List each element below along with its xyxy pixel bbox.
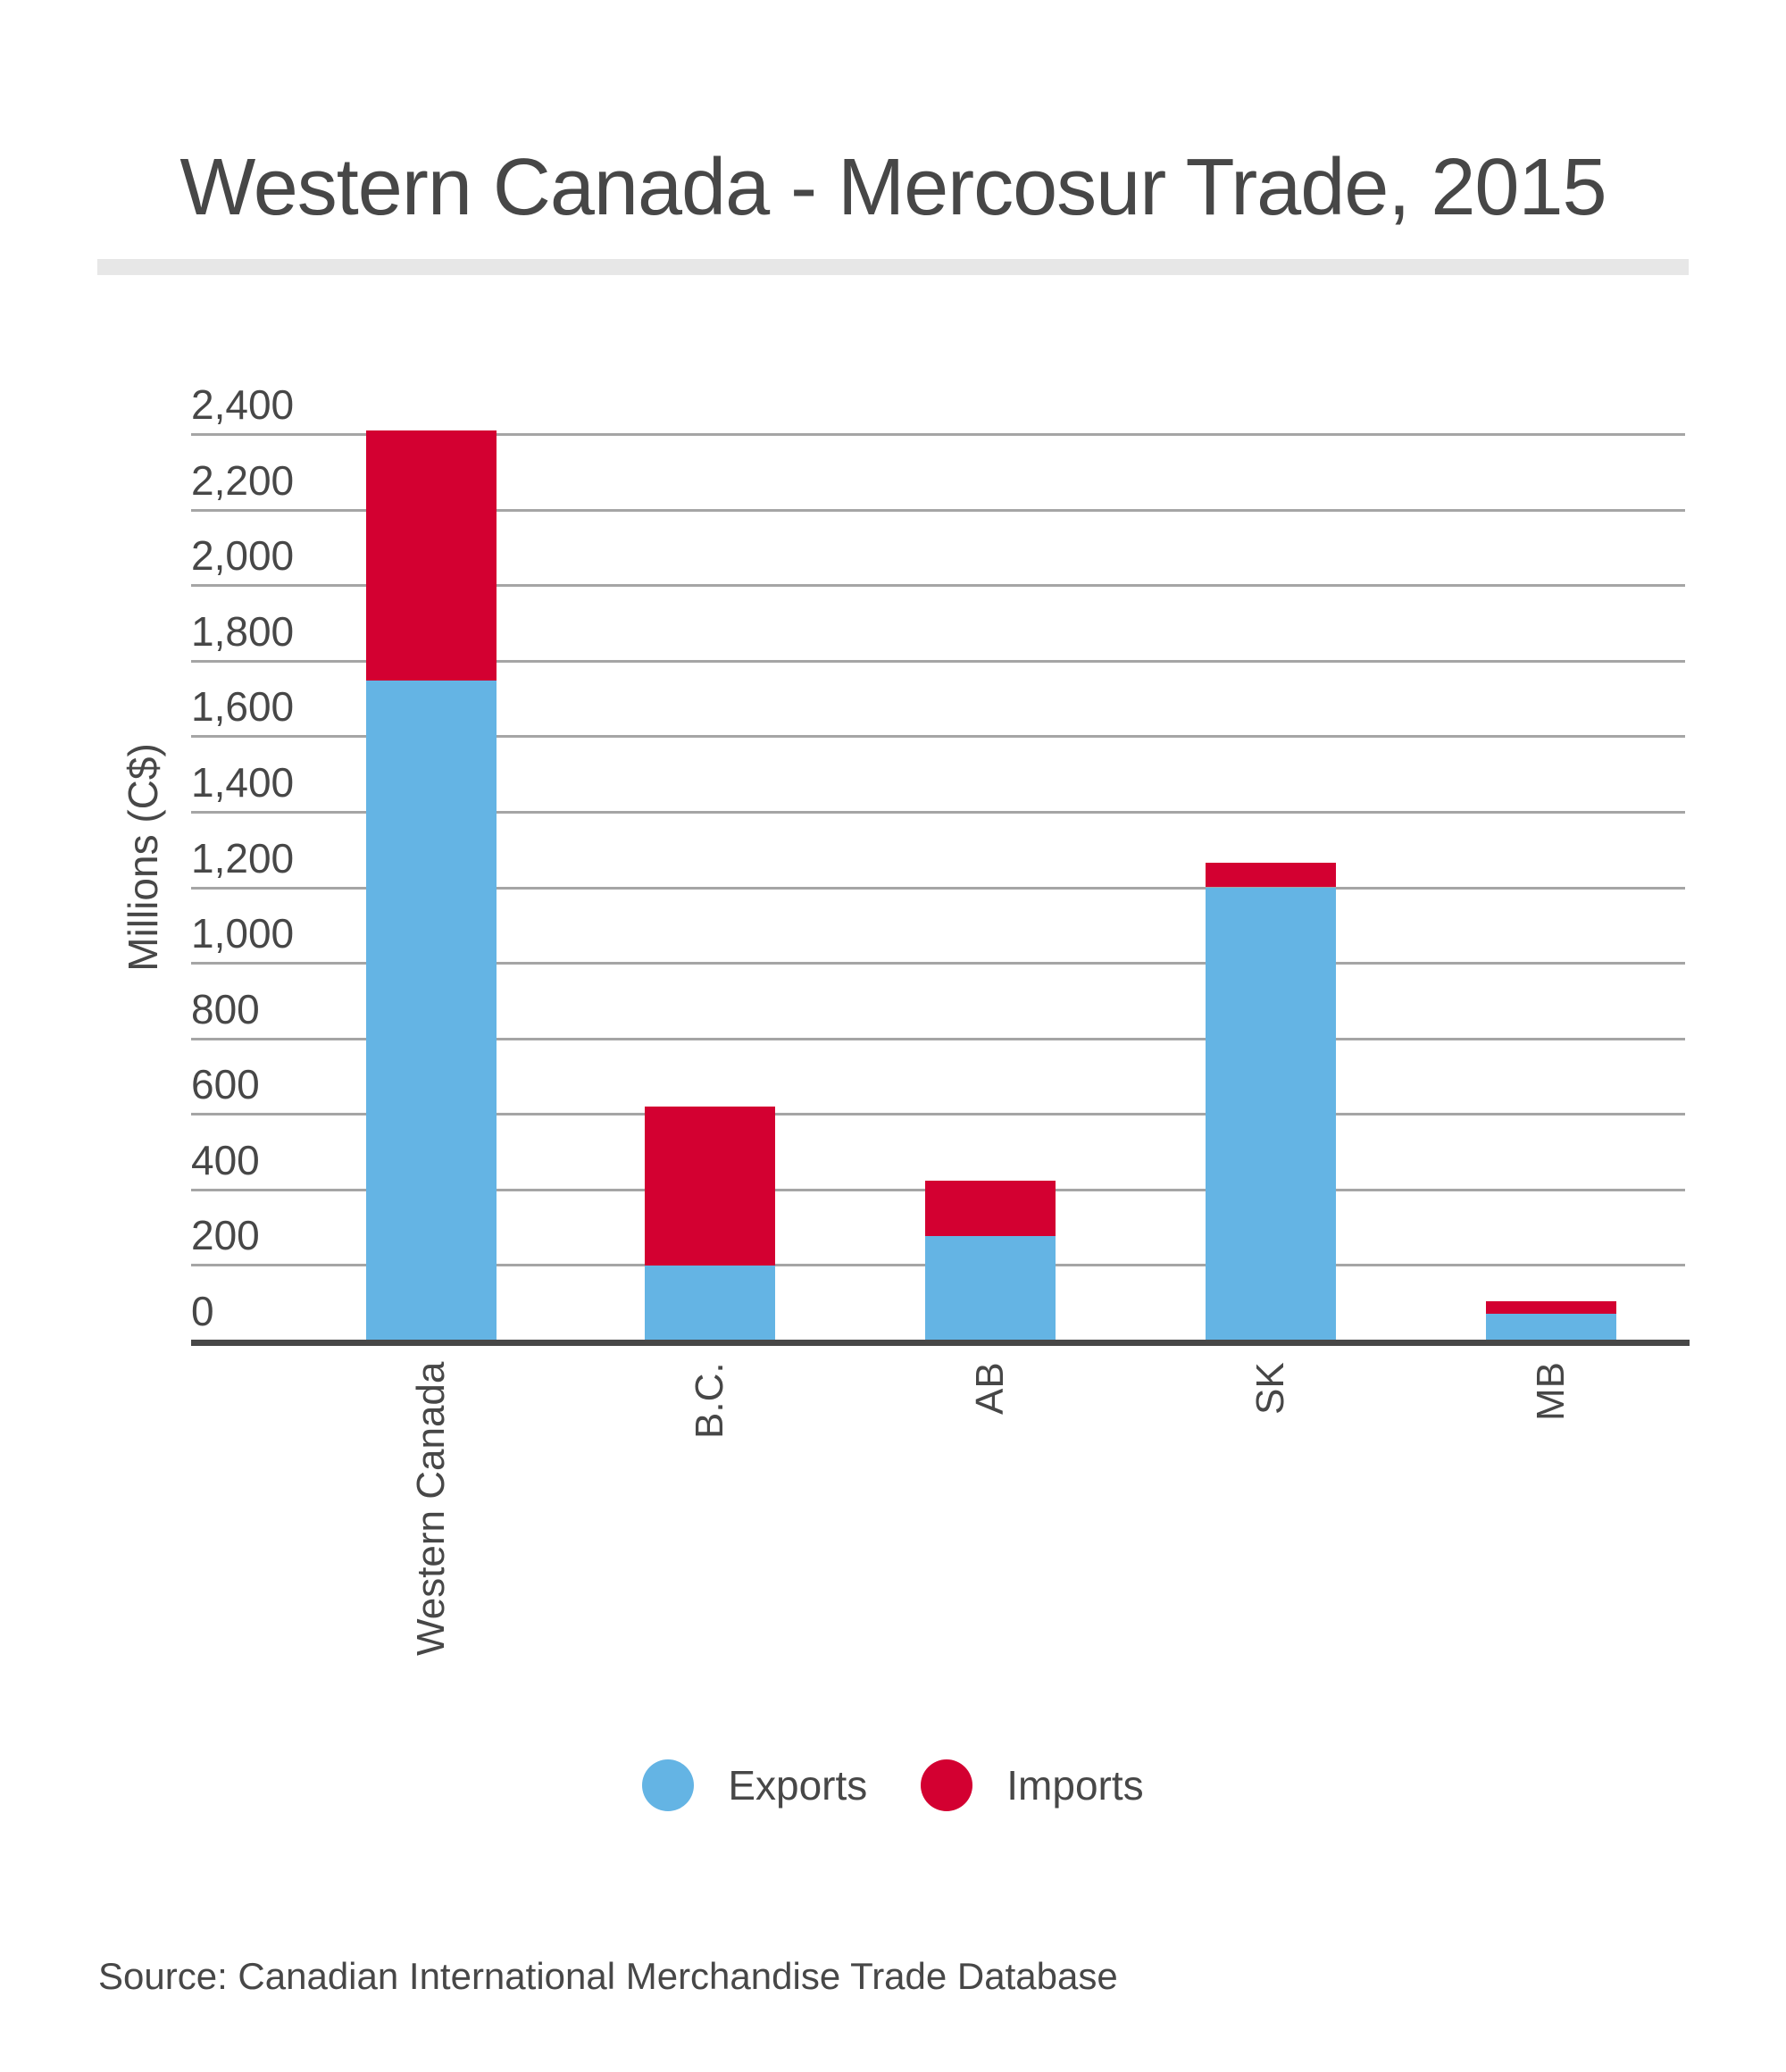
y-tick-label: 800 (191, 985, 260, 1032)
gridline (191, 810, 1685, 814)
chart-title: Western Canada - Mercosur Trade, 2015 (179, 143, 1607, 232)
gridline (191, 433, 1685, 436)
y-tick-label: 2,400 (191, 381, 295, 428)
gridline (191, 584, 1685, 588)
y-tick-label: 1,400 (191, 758, 295, 806)
legend-label-imports: Imports (1006, 1762, 1144, 1809)
bar-exports-ab (925, 1235, 1056, 1341)
legend-item-imports: Imports (921, 1759, 1144, 1811)
x-category-label: MB (1529, 1362, 1573, 1421)
y-tick-label: 1,600 (191, 683, 295, 731)
title-divider (97, 259, 1689, 275)
gridline (191, 1037, 1685, 1040)
bar-exports-sk (1206, 887, 1336, 1341)
gridline (191, 659, 1685, 663)
gridline (191, 1113, 1685, 1116)
gridline (191, 735, 1685, 739)
legend-label-exports: Exports (728, 1762, 868, 1809)
legend-item-exports: Exports (642, 1759, 867, 1811)
x-category-label: SK (1248, 1362, 1292, 1415)
x-category-label: B.C. (688, 1362, 731, 1439)
gridline (191, 508, 1685, 512)
source-note: Source: Canadian International Merchandi… (98, 1955, 1118, 1997)
gridline (191, 962, 1685, 965)
y-tick-label: 1,000 (191, 910, 295, 957)
x-category-label: AB (968, 1362, 1012, 1415)
y-tick-label: 2,200 (191, 456, 295, 504)
y-tick-label: 400 (191, 1136, 260, 1183)
x-axis-line (191, 1340, 1690, 1346)
bar-imports-sk (1206, 863, 1336, 888)
y-tick-label: 1,200 (191, 834, 295, 881)
imports-swatch-icon (921, 1759, 973, 1811)
legend: Exports Imports (0, 1758, 1786, 1813)
bar-exports-mb (1486, 1313, 1616, 1341)
bar-imports-western-canada (366, 430, 497, 681)
y-tick-label: 2,000 (191, 532, 295, 580)
y-tick-label: 1,800 (191, 607, 295, 655)
bar-exports-b-c (645, 1265, 775, 1341)
y-tick-label: 200 (191, 1212, 260, 1259)
bar-exports-western-canada (366, 681, 497, 1341)
bar-imports-ab (925, 1181, 1056, 1236)
exports-swatch-icon (642, 1759, 695, 1811)
bar-imports-mb (1486, 1301, 1616, 1314)
bar-imports-b-c (645, 1107, 775, 1266)
gridline (191, 886, 1685, 890)
y-tick-label: 0 (191, 1288, 214, 1334)
x-category-label: Western Canada (409, 1361, 453, 1656)
y-tick-label: 600 (191, 1061, 260, 1108)
